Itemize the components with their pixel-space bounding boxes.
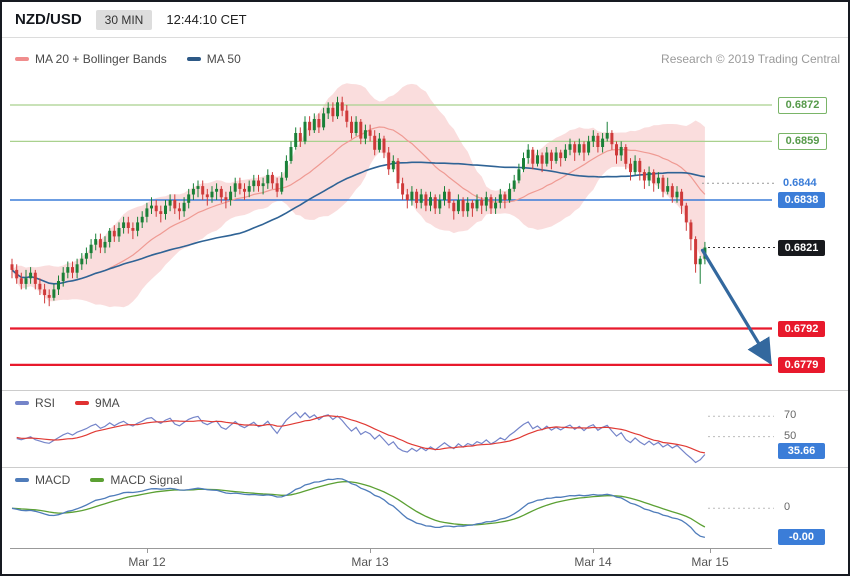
bollinger-band-area (12, 83, 705, 308)
x-axis-tick (147, 549, 148, 553)
legend-rsi: RSI (15, 396, 55, 410)
candles (10, 96, 707, 307)
rsi-line (16, 411, 706, 464)
x-axis-line (10, 548, 772, 549)
rsi-9ma-line (16, 415, 706, 454)
legend-ma20-bollinger: MA 20 + Bollinger Bands (15, 52, 167, 66)
macd-value-label: -0.00 (778, 529, 825, 545)
x-axis-label: Mar 14 (574, 555, 612, 569)
macd-zero-label: 0 (784, 501, 791, 513)
price-level-label: 0.6844 (783, 177, 817, 189)
legend-label-ma20-bollinger: MA 20 + Bollinger Bands (35, 52, 167, 66)
price-chart-svg (10, 83, 775, 366)
chart-header: NZD/USD 30 MIN 12:44:10 CET (2, 2, 848, 38)
legend-label-9ma: 9MA (95, 396, 120, 410)
price-level-label: 0.6838 (778, 192, 825, 208)
legend-macd-signal: MACD Signal (90, 473, 182, 487)
research-watermark: Research © 2019 Trading Central (661, 52, 840, 66)
macd-swatch (15, 478, 29, 482)
rsi-gridline-label: 70 (784, 409, 797, 421)
price-level-label: 0.6779 (778, 357, 825, 373)
timeframe-badge[interactable]: 30 MIN (95, 9, 153, 30)
x-axis-label: Mar 12 (128, 555, 166, 569)
price-level-label: 0.6872 (778, 97, 827, 114)
price-level-label: 0.6792 (778, 321, 825, 337)
macd-signal-line (11, 480, 706, 528)
legend-macd: MACD (15, 473, 70, 487)
macd-panel: MACD MACD Signal (2, 467, 848, 548)
ma20-line (11, 126, 706, 285)
pair-symbol: NZD/USD (15, 11, 82, 28)
x-axis-tick (710, 549, 711, 553)
rsi-swatch (15, 401, 29, 405)
ma20-bollinger-swatch (15, 57, 29, 61)
rsi-panel: RSI 9MA (2, 390, 848, 467)
price-chart-legend: MA 20 + Bollinger Bands MA 50 (15, 52, 241, 66)
price-level-label: 0.6821 (778, 240, 825, 256)
ma50-line (11, 161, 706, 285)
legend-label-macd-signal: MACD Signal (110, 473, 183, 487)
legend-label-rsi: RSI (35, 396, 56, 410)
rsi-svg (16, 411, 774, 464)
rsi-value-label: 35.66 (778, 443, 825, 459)
price-chart-panel: MA 20 + Bollinger Bands MA 50 Research ©… (2, 38, 848, 390)
rsi-gridline-label: 50 (784, 430, 797, 442)
legend-ma50: MA 50 (186, 52, 241, 66)
legend-label-macd: MACD (35, 473, 71, 487)
x-axis-label: Mar 13 (351, 555, 389, 569)
x-axis (2, 548, 848, 574)
downside-projection-arrow (700, 248, 772, 365)
ma50-swatch (186, 57, 201, 61)
9ma-swatch (75, 401, 90, 405)
x-axis-label: Mar 15 (691, 555, 729, 569)
price-level-label: 0.6859 (778, 133, 827, 150)
rsi-legend: RSI 9MA (15, 396, 120, 410)
macd-svg (11, 477, 774, 539)
x-axis-tick (370, 549, 371, 553)
legend-label-ma50: MA 50 (206, 52, 241, 66)
clock: 12:44:10 CET (166, 12, 247, 27)
x-axis-tick (593, 549, 594, 553)
macd-line (11, 477, 706, 539)
macd-legend: MACD MACD Signal (15, 473, 182, 487)
legend-9ma: 9MA (75, 396, 120, 410)
macd-signal-swatch (90, 478, 105, 482)
